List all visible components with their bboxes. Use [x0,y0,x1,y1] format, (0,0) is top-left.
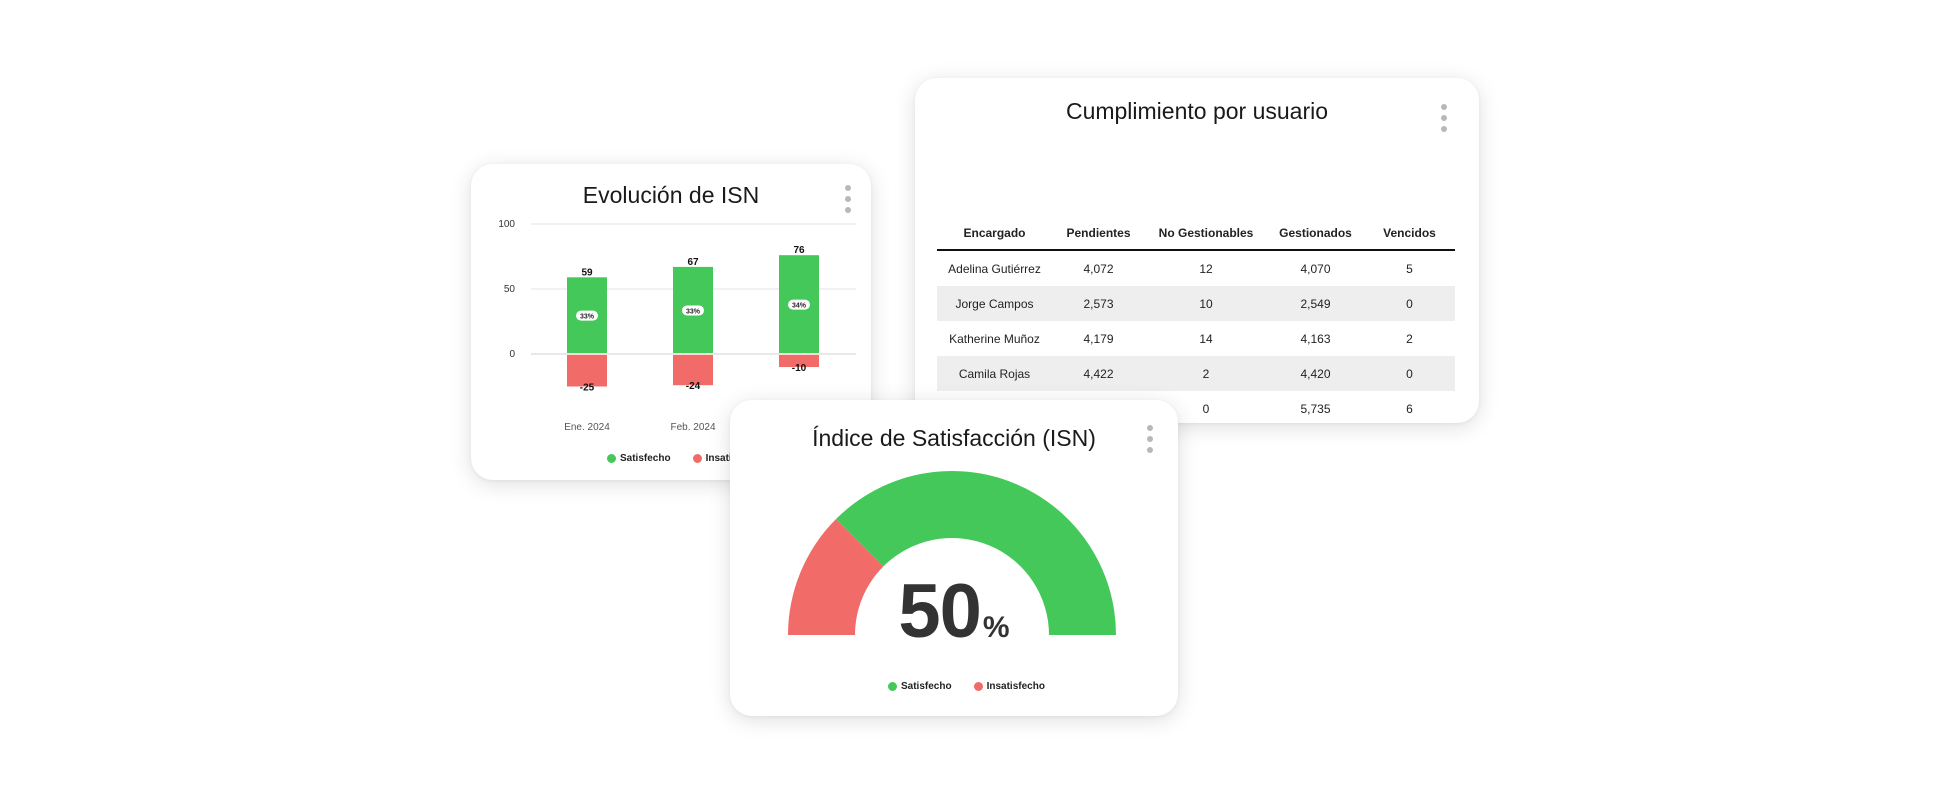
table-cell: 2,573 [1052,286,1145,321]
legend-dot-icon [974,682,983,691]
satisfaction-gauge [730,400,1178,716]
column-header[interactable]: No Gestionables [1145,217,1267,250]
bar-value-label: -25 [580,383,595,394]
table-row[interactable]: Camila Rojas 4,422 2 4,420 0 [937,356,1455,391]
gauge-legend: Satisfecho Insatisfecho [888,681,1045,692]
table-row[interactable]: Adelina Gutiérrez 4,072 12 4,070 5 [937,250,1455,286]
table-cell: 0 [1364,286,1455,321]
legend-item-unsatisfied[interactable]: Insatisfecho [974,681,1045,692]
y-tick-label: 50 [504,284,516,295]
table-cell: 4,179 [1052,321,1145,356]
gauge-number: 50 [898,569,981,654]
table-cell: 6 [1364,391,1455,423]
x-tick-label: Ene. 2024 [564,422,610,433]
more-vertical-icon[interactable] [1440,104,1448,132]
bar-percent-label: 34% [792,303,807,310]
y-tick-label: 100 [498,219,515,230]
column-header[interactable]: Gestionados [1267,217,1364,250]
table-cell: Camila Rojas [937,356,1052,391]
table-cell: 2,549 [1267,286,1364,321]
table-cell: 10 [1145,286,1267,321]
table-row[interactable]: Jorge Campos 2,573 10 2,549 0 [937,286,1455,321]
table-row[interactable]: Katherine Muñoz 4,179 14 4,163 2 [937,321,1455,356]
bar-value-label: 59 [581,267,593,278]
bar-value-label: 76 [793,245,805,256]
legend-dot-icon [888,682,897,691]
bar-value-label: 67 [687,257,699,268]
y-tick-label: 0 [509,349,515,360]
column-header[interactable]: Pendientes [1052,217,1145,250]
table-body: Adelina Gutiérrez 4,072 12 4,070 5 Jorge Camp… [937,250,1455,423]
bar-percent-label: 33% [686,308,701,315]
table-cell: 4,420 [1267,356,1364,391]
legend-item-satisfied[interactable]: Satisfecho [607,453,671,464]
satisfaction-index-card: Índice de Satisfacción (ISN) 50% Satisfe… [730,400,1178,716]
card-title: Cumplimiento por usuario [915,98,1479,125]
table-cell: Adelina Gutiérrez [937,250,1052,286]
table-cell: Katherine Muñoz [937,321,1052,356]
table-cell: 4,422 [1052,356,1145,391]
bar-percent-label: 33% [580,314,595,321]
legend-label: Satisfecho [620,453,671,464]
table-cell: 5,735 [1267,391,1364,423]
gauge-value: 50% [730,568,1178,655]
table-cell: 4,070 [1267,250,1364,286]
table-cell: 2 [1145,356,1267,391]
table-cell: 5 [1364,250,1455,286]
compliance-by-user-card: Cumplimiento por usuario Encargado Pendi… [915,78,1479,423]
table-header-row: Encargado Pendientes No Gestionables Ges… [937,217,1455,250]
column-header[interactable]: Encargado [937,217,1052,250]
legend-dot-icon [693,454,702,463]
table-cell: 2 [1364,321,1455,356]
legend-label: Satisfecho [901,681,952,692]
bar-value-label: -10 [792,363,807,374]
compliance-table: Encargado Pendientes No Gestionables Ges… [937,217,1455,423]
legend-dot-icon [607,454,616,463]
table-cell: 4,072 [1052,250,1145,286]
table-cell: 0 [1364,356,1455,391]
x-tick-label: Feb. 2024 [670,422,715,433]
table-cell: 14 [1145,321,1267,356]
column-header[interactable]: Vencidos [1364,217,1455,250]
table-cell: 4,163 [1267,321,1364,356]
table-cell: 12 [1145,250,1267,286]
legend-label: Insatisfecho [987,681,1045,692]
legend-item-satisfied[interactable]: Satisfecho [888,681,952,692]
bar-value-label: -24 [686,381,701,392]
gauge-unit: % [983,611,1010,644]
table-cell: Jorge Campos [937,286,1052,321]
